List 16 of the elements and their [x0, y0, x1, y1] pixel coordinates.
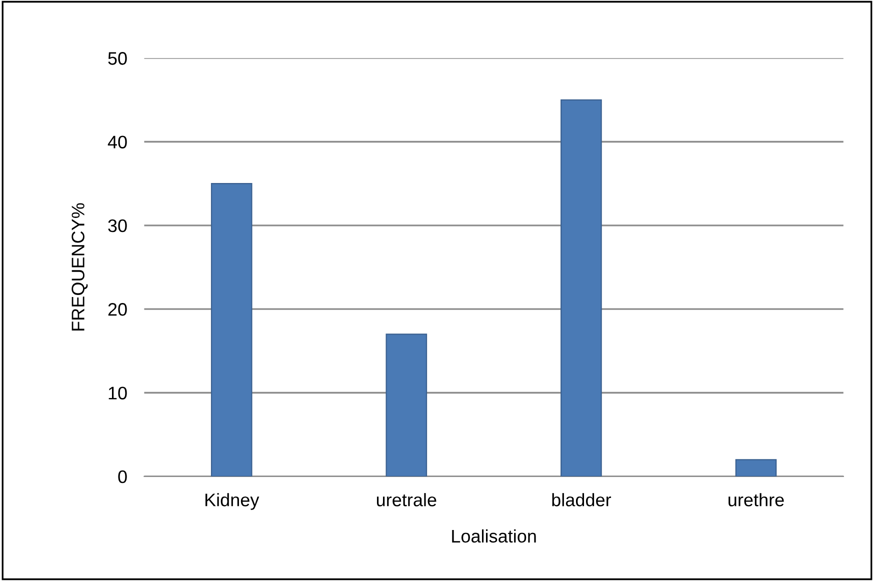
y-tick-label: 50 — [108, 52, 127, 65]
bar — [735, 459, 777, 476]
y-axis-title: FREQUENCY% — [72, 203, 88, 330]
y-tick-label: 30 — [108, 219, 127, 232]
bar — [386, 334, 428, 476]
x-tick-label: urethre — [728, 493, 784, 506]
x-tick-label: Kidney — [205, 493, 260, 510]
y-tick-label: 40 — [108, 136, 127, 148]
x-axis-title: Loalisation — [452, 529, 536, 543]
y-tick-label: 10 — [108, 386, 127, 400]
y-tick-label: 20 — [108, 303, 127, 316]
x-tick-label: bladder — [552, 493, 612, 506]
bar — [560, 99, 602, 476]
x-tick-label: uretrale — [376, 493, 436, 506]
y-tick-label: 0 — [118, 470, 127, 484]
bar — [210, 183, 252, 476]
